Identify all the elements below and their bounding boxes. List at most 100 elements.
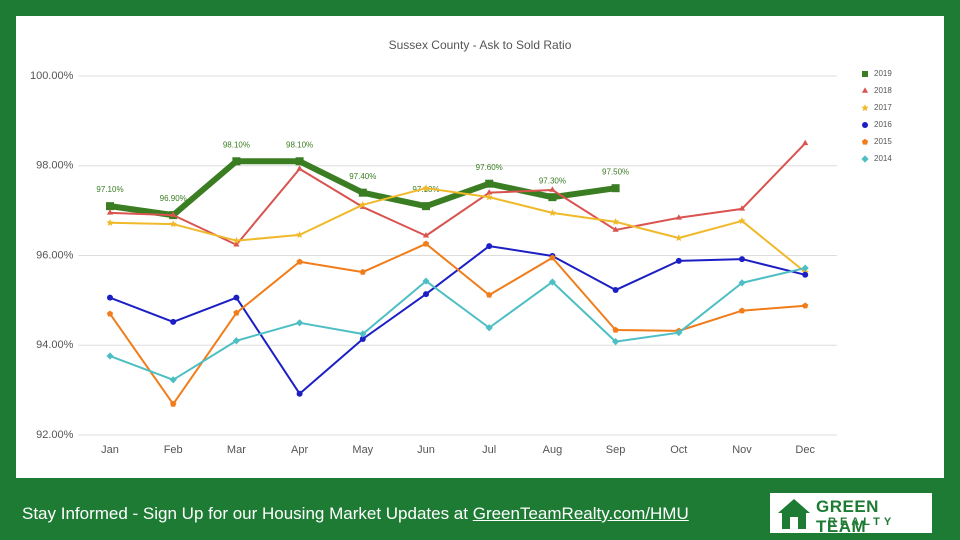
data-point bbox=[359, 268, 366, 275]
data-point bbox=[612, 226, 619, 232]
data-point bbox=[232, 337, 240, 345]
legend-label: 2014 bbox=[874, 154, 892, 163]
x-tick-label: Aug bbox=[543, 444, 563, 456]
data-point bbox=[612, 287, 619, 294]
data-point bbox=[612, 326, 619, 333]
data-point bbox=[549, 186, 556, 192]
data-point bbox=[548, 278, 556, 286]
legend-marker bbox=[861, 87, 869, 93]
x-tick-label: Jun bbox=[417, 444, 435, 456]
data-point bbox=[486, 189, 493, 195]
logo-icon bbox=[778, 499, 810, 529]
data-label: 98.10% bbox=[286, 140, 313, 149]
footer-link[interactable]: GreenTeamRealty.com/HMU bbox=[472, 504, 689, 523]
y-tick-label: 96.00% bbox=[36, 249, 74, 261]
data-point bbox=[485, 179, 494, 188]
logo-line1: GREEN TEAM bbox=[816, 497, 879, 536]
chart-panel: Sussex County - Ask to Sold Ratio 92.00%… bbox=[16, 16, 944, 478]
data-point bbox=[486, 291, 493, 298]
data-point bbox=[295, 230, 304, 239]
series-line bbox=[109, 187, 806, 273]
data-point bbox=[738, 279, 746, 287]
data-point bbox=[359, 335, 366, 342]
data-point bbox=[802, 271, 809, 278]
logo: GREEN TEAM REALTY bbox=[770, 493, 932, 536]
data-point bbox=[296, 165, 303, 171]
data-point bbox=[106, 202, 114, 211]
data-point bbox=[169, 220, 177, 228]
data-point bbox=[802, 139, 809, 146]
footer: Stay Informed - Sign Up for our Housing … bbox=[22, 504, 689, 524]
data-point bbox=[485, 324, 493, 332]
data-point bbox=[296, 390, 303, 397]
data-point bbox=[422, 202, 430, 211]
legend-marker bbox=[861, 104, 869, 112]
data-point bbox=[170, 400, 177, 407]
x-tick-label: Jul bbox=[482, 444, 496, 456]
data-point bbox=[738, 307, 746, 314]
data-point bbox=[106, 218, 114, 226]
y-tick-label: 98.00% bbox=[36, 160, 74, 172]
x-tick-label: Nov bbox=[732, 444, 752, 456]
data-point bbox=[548, 208, 557, 217]
legend-label: 2015 bbox=[874, 137, 892, 146]
x-tick-label: Oct bbox=[670, 444, 687, 456]
data-point bbox=[675, 329, 683, 337]
data-point bbox=[358, 188, 367, 197]
legend-marker bbox=[862, 122, 868, 128]
data-point bbox=[486, 243, 493, 250]
x-tick-label: Mar bbox=[227, 444, 246, 456]
data-point bbox=[106, 352, 114, 360]
data-point bbox=[738, 205, 746, 211]
legend-label: 2018 bbox=[874, 86, 892, 95]
x-tick-label: Apr bbox=[291, 444, 308, 456]
data-label: 97.50% bbox=[602, 167, 629, 176]
legend-label: 2016 bbox=[874, 120, 892, 129]
legend-marker bbox=[862, 71, 868, 77]
data-point bbox=[422, 232, 430, 238]
data-point bbox=[739, 256, 745, 263]
data-point bbox=[548, 193, 557, 202]
data-label: 97.40% bbox=[349, 172, 376, 181]
series-line bbox=[109, 267, 806, 381]
data-point bbox=[232, 236, 241, 244]
series-line bbox=[109, 142, 806, 246]
data-point bbox=[611, 184, 620, 193]
data-point bbox=[675, 214, 682, 220]
data-point bbox=[738, 217, 746, 225]
data-point bbox=[296, 258, 303, 265]
footer-text: Stay Informed - Sign Up for our Housing … bbox=[22, 504, 473, 523]
data-label: 97.30% bbox=[539, 176, 566, 185]
data-point bbox=[801, 264, 809, 272]
data-point bbox=[611, 217, 620, 225]
data-point bbox=[232, 157, 241, 166]
data-point bbox=[233, 241, 240, 247]
data-point bbox=[169, 376, 177, 384]
data-point bbox=[295, 157, 304, 166]
data-point bbox=[107, 294, 113, 301]
data-point bbox=[485, 193, 493, 201]
x-tick-label: Jan bbox=[101, 444, 119, 456]
x-tick-label: Feb bbox=[164, 444, 183, 456]
x-tick-label: Dec bbox=[795, 444, 815, 456]
legend-marker bbox=[861, 155, 869, 163]
data-point bbox=[170, 318, 177, 325]
x-tick-label: May bbox=[352, 444, 373, 456]
data-point bbox=[359, 330, 367, 338]
data-point bbox=[106, 209, 114, 215]
data-point bbox=[170, 211, 177, 217]
data-point bbox=[612, 338, 620, 346]
y-tick-label: 94.00% bbox=[36, 339, 74, 351]
series-line bbox=[109, 242, 806, 406]
data-point bbox=[802, 302, 809, 309]
data-label: 97.60% bbox=[476, 163, 503, 172]
data-point bbox=[233, 309, 240, 316]
legend-label: 2017 bbox=[874, 103, 892, 112]
legend-label: 2019 bbox=[874, 69, 892, 78]
data-point bbox=[422, 184, 430, 192]
data-label: 96.90% bbox=[160, 194, 187, 203]
data-point bbox=[422, 277, 430, 285]
chart-title: Sussex County - Ask to Sold Ratio bbox=[389, 38, 572, 52]
logo-line2: REALTY bbox=[828, 516, 896, 528]
